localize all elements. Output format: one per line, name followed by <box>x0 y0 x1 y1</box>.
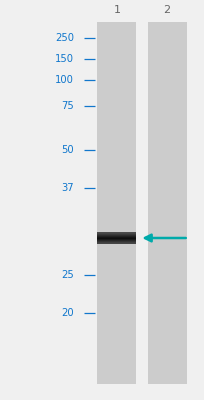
Bar <box>97 236 136 237</box>
Bar <box>97 243 136 244</box>
Bar <box>147 22 186 384</box>
Text: 25: 25 <box>61 270 73 280</box>
Bar <box>97 240 136 241</box>
Text: 50: 50 <box>61 145 73 155</box>
Bar <box>97 235 136 236</box>
Bar <box>97 238 136 239</box>
Text: 75: 75 <box>61 101 73 111</box>
Text: 37: 37 <box>61 183 73 193</box>
Bar <box>97 233 136 234</box>
Text: 2: 2 <box>163 5 170 15</box>
Bar <box>97 242 136 243</box>
Text: 100: 100 <box>55 75 73 85</box>
Bar <box>97 237 136 238</box>
Bar <box>97 22 136 384</box>
Text: 250: 250 <box>54 33 73 43</box>
Text: 1: 1 <box>113 5 120 15</box>
Bar <box>97 239 136 240</box>
Bar <box>97 232 136 233</box>
Bar <box>97 241 136 242</box>
Text: 20: 20 <box>61 308 73 318</box>
Bar <box>97 234 136 235</box>
Text: 150: 150 <box>54 54 73 64</box>
